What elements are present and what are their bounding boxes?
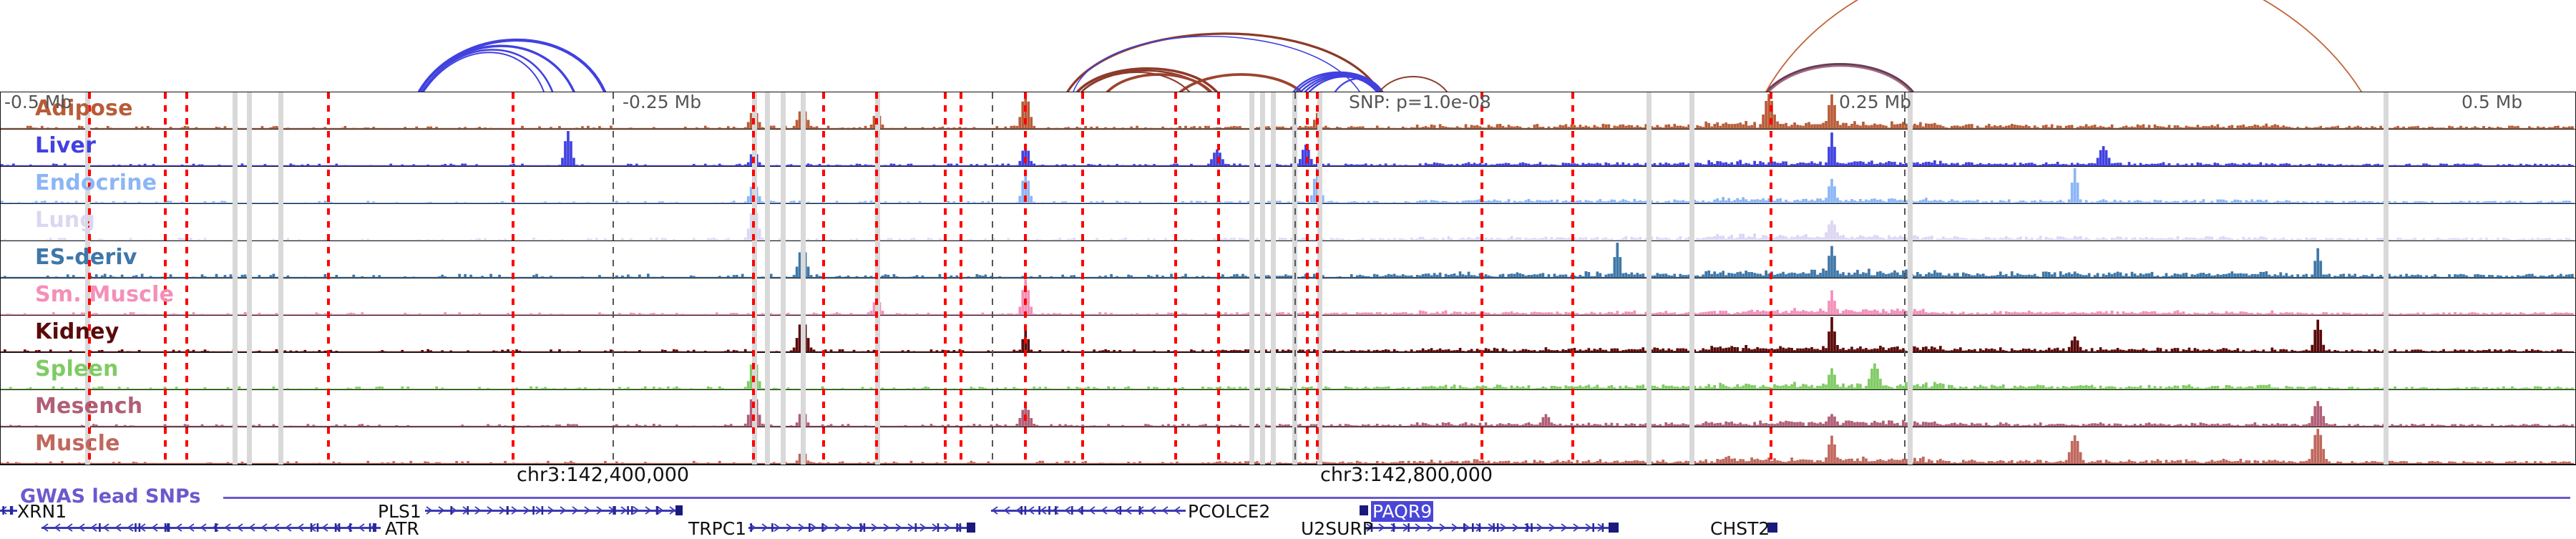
- gene-body-u2surp: [1365, 523, 1609, 532]
- gene-trpc1[interactable]: TRPC1: [0, 518, 2576, 539]
- arc-purple-2: [1767, 64, 1912, 92]
- gene-pls1[interactable]: PLS1: [0, 501, 2576, 522]
- gene-body-pcolce2: [991, 506, 1186, 515]
- gene-paqr9[interactable]: PAQR9: [0, 501, 2576, 522]
- arc-brown-long: [1066, 32, 1381, 92]
- gene-exon-block-trpc1: [967, 523, 975, 533]
- gwas-lead-snps-label: GWAS lead SNPs: [20, 485, 201, 508]
- track-muscle[interactable]: Muscle: [1, 427, 2575, 465]
- track-es-deriv[interactable]: ES-deriv: [1, 241, 2575, 279]
- track-label-liver: Liver: [35, 133, 97, 159]
- arc-blue-long-center: [1073, 36, 1360, 92]
- annotation-panel: chr3:142,400,000 chr3:142,800,000 GWAS l…: [0, 464, 2576, 539]
- gene-u2surp[interactable]: U2SURP: [0, 518, 2576, 539]
- signal-kidney: [1, 317, 2574, 353]
- arc-brown-4: [1179, 73, 1302, 92]
- arc-brown-5: [1081, 72, 1190, 92]
- signal-endocrine: [1, 168, 2574, 204]
- arc-blue-fan-5: [1308, 75, 1378, 92]
- signal-adipose: [1, 94, 2574, 130]
- signal-mesench: [1, 392, 2574, 427]
- gene-body-atr: [42, 523, 381, 532]
- arc-purple-1: [1765, 63, 1914, 92]
- arc-longrange: [1765, 0, 2362, 92]
- gene-exon-block-u2surp: [1609, 523, 1619, 533]
- signal-lung: [1, 205, 2574, 241]
- gene-exon-block-chst2: [1767, 523, 1777, 533]
- track-mesench[interactable]: Mesench: [1, 390, 2575, 428]
- track-label-mesench: Mesench: [35, 394, 143, 419]
- arc-blue-fan-4: [1304, 74, 1380, 92]
- gene-label-chst2[interactable]: CHST2: [1710, 518, 1770, 539]
- track-endocrine[interactable]: Endocrine: [1, 167, 2575, 205]
- gwas-lead-snp-row[interactable]: GWAS lead SNPs: [0, 485, 2576, 508]
- track-adipose[interactable]: Adipose: [1, 92, 2575, 130]
- track-kidney[interactable]: Kidney: [1, 316, 2575, 354]
- arc-blue-fan-1: [1292, 71, 1384, 92]
- gene-annotation-track[interactable]: XRN1 PLS1 PCOLCE2 PAQR9 CHST2 ATR TRPC1 U2SURP: [0, 501, 2576, 539]
- gene-label-pcolce2[interactable]: PCOLCE2: [1188, 501, 1271, 522]
- track-label-muscle: Muscle: [35, 431, 120, 457]
- signal-track-stack[interactable]: Adipose Liver Endocrine Lung ES-deriv Sm…: [0, 92, 2576, 465]
- track-sm-muscle[interactable]: Sm. Muscle: [1, 278, 2575, 316]
- gene-label-paqr9[interactable]: PAQR9: [1371, 501, 1434, 522]
- track-label-adipose: Adipose: [35, 96, 133, 121]
- track-spleen[interactable]: Spleen: [1, 353, 2575, 391]
- track-label-endocrine: Endocrine: [35, 170, 157, 196]
- track-label-spleen: Spleen: [35, 356, 119, 382]
- arc-svg: [417, 0, 2362, 92]
- arc-blue-4: [423, 52, 545, 92]
- gene-label-trpc1[interactable]: TRPC1: [688, 518, 747, 539]
- gene-body-xrn1: [0, 506, 17, 515]
- signal-liver: [1, 131, 2574, 167]
- chromatin-loop-arc-panel: [0, 0, 2576, 92]
- locus-label-right: chr3:142,800,000: [1320, 464, 1493, 486]
- gene-xrn1[interactable]: XRN1: [0, 501, 2576, 522]
- track-label-kidney: Kidney: [35, 319, 119, 345]
- signal-es-deriv: [1, 243, 2574, 278]
- track-label-sm-muscle: Sm. Muscle: [35, 282, 175, 308]
- gwas-track-line: [223, 497, 2570, 499]
- signal-spleen: [1, 354, 2574, 390]
- arc-blue-fan-6: [1334, 77, 1381, 92]
- track-label-lung: Lung: [35, 208, 96, 233]
- gene-label-atr[interactable]: ATR: [385, 518, 419, 539]
- arc-blue-2: [418, 44, 575, 92]
- gene-label-xrn1[interactable]: XRN1: [17, 501, 67, 522]
- signal-muscle: [1, 429, 2574, 465]
- gene-atr[interactable]: ATR: [0, 518, 2576, 539]
- gene-pcolce2[interactable]: PCOLCE2: [0, 501, 2576, 522]
- gene-body-pls1: [425, 506, 675, 515]
- gene-exon-block-paqr9: [1360, 505, 1368, 515]
- arc-brown-small-right: [1379, 76, 1448, 92]
- track-liver[interactable]: Liver: [1, 130, 2575, 167]
- gene-body-trpc1: [748, 523, 967, 532]
- gene-label-pls1[interactable]: PLS1: [378, 501, 421, 522]
- arc-blue-3: [421, 49, 554, 92]
- gene-exon-block-pls1: [675, 505, 683, 515]
- gene-label-u2surp[interactable]: U2SURP: [1301, 518, 1373, 539]
- track-lung[interactable]: Lung: [1, 204, 2575, 242]
- locus-label-left: chr3:142,400,000: [517, 464, 690, 486]
- arc-brown-2: [1080, 69, 1211, 92]
- gene-chst2[interactable]: CHST2: [0, 518, 2576, 539]
- track-label-es-deriv: ES-deriv: [35, 245, 137, 271]
- signal-sm-muscle: [1, 280, 2574, 316]
